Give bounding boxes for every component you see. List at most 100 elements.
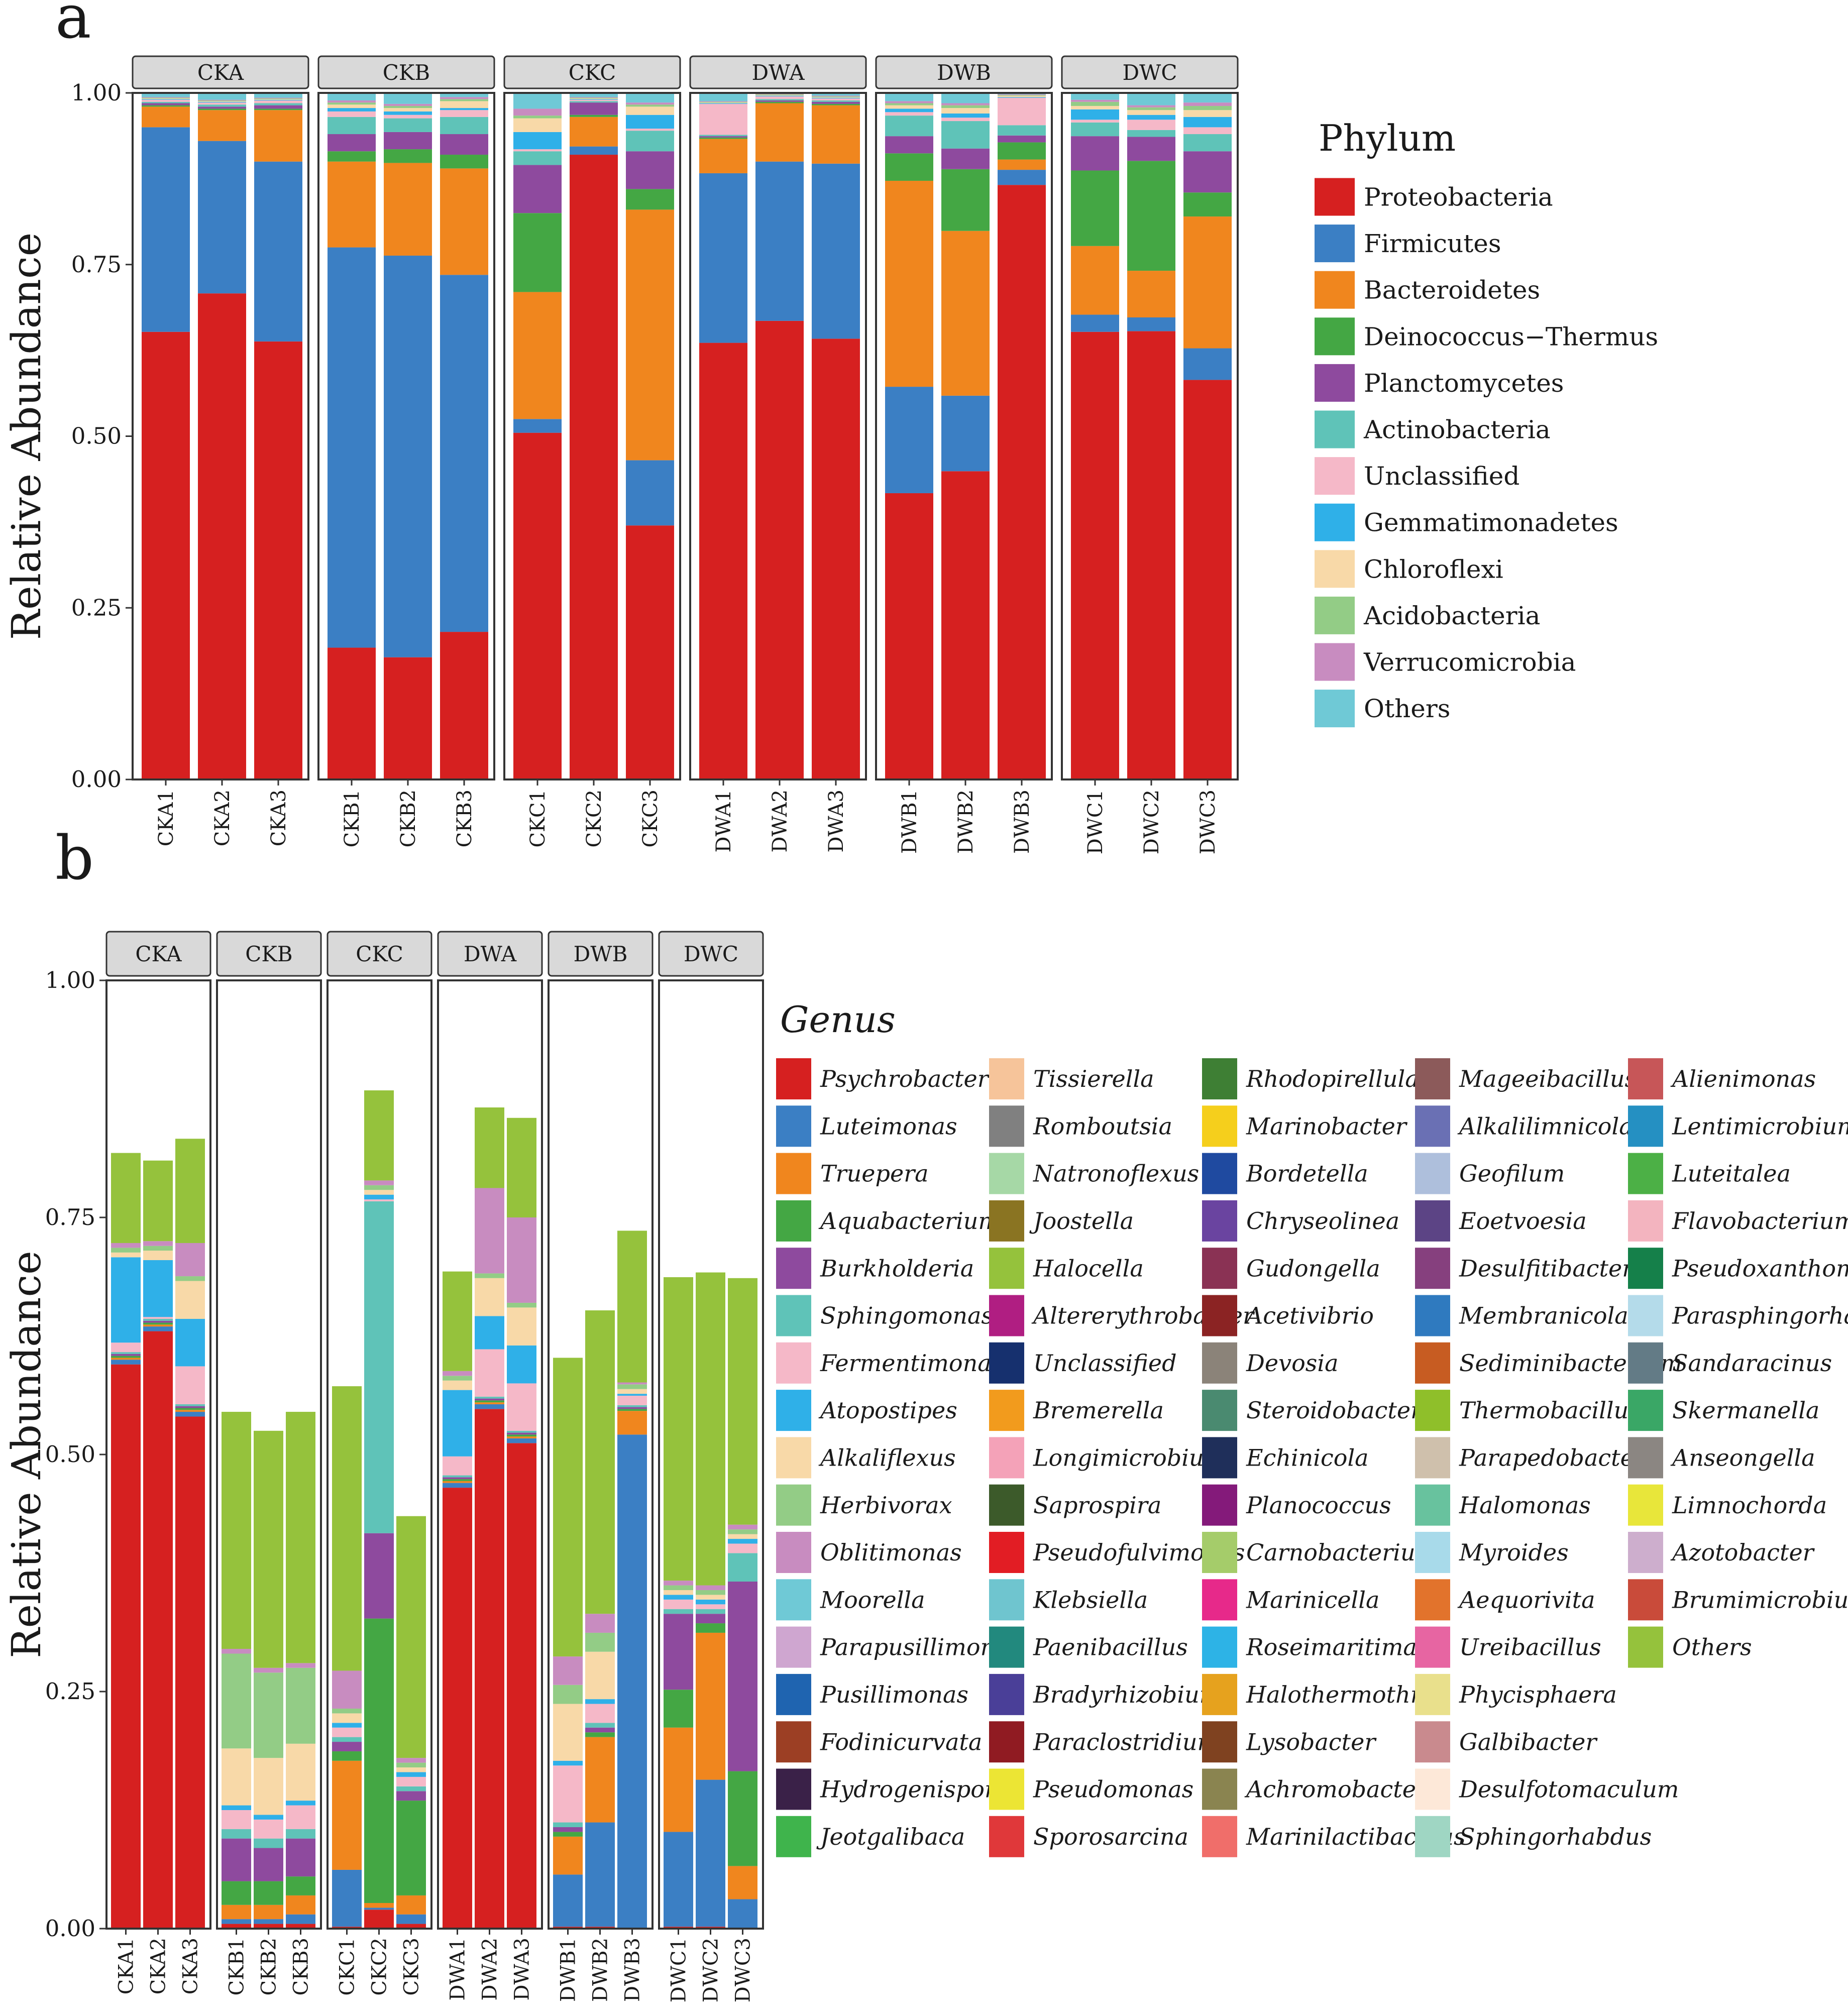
legend-item: Desulfitibacter	[1415, 1248, 1635, 1289]
bar-segment-ckc1-sphingomonas	[332, 1737, 362, 1742]
bar-segment-cka2-atopostipes	[143, 1260, 173, 1317]
legend-item: Moorella	[776, 1579, 925, 1621]
legend-label: Others	[1364, 694, 1450, 723]
bar-segment-dwb1-luteimonas	[553, 1874, 583, 1927]
bar-segment-ckb3-atopostipes	[286, 1801, 315, 1806]
legend-swatch	[1628, 1390, 1663, 1431]
legend-swatch	[1202, 1532, 1237, 1573]
legend-label: Joostella	[1029, 1207, 1134, 1235]
bar-segment-dwc2-fermentimonas	[696, 1604, 725, 1609]
bar-segment-ckc2-firmicutes	[570, 146, 618, 155]
bar-segment-dwa2-burkholderia	[475, 1398, 504, 1401]
bar-segment-dwb3-alkaliflexus	[617, 1389, 647, 1394]
bar-segment-ckc2-fermentimonas	[364, 1199, 394, 1201]
legend: Phylum Proteobacteria Firmicutes Bacteroide…	[1315, 117, 1658, 728]
legend-label: Psychrobacter	[820, 1065, 990, 1092]
legend-swatch	[1315, 596, 1355, 634]
bar-segment-ckb1-luteimonas	[222, 1919, 251, 1924]
legend-item: Luteitalea	[1628, 1153, 1791, 1194]
bar-segment-dwc2-gemmatimonadetes	[1127, 115, 1175, 120]
x-tick-label: DWB3	[621, 1938, 644, 2002]
bar-segment-dwa1-others	[443, 1271, 472, 1371]
bar-segment-dwb1-fermentimonas	[553, 1765, 583, 1823]
legend-item: Actinobacteria	[1315, 410, 1551, 449]
bar-segment-dwb3-aquabacterium	[617, 1409, 647, 1411]
legend-label: Sphingomonas	[820, 1302, 993, 1329]
bar-segment-ckc2-sphingomonas	[364, 1201, 394, 1533]
legend-label: Aequorivita	[1457, 1586, 1595, 1613]
facet-ckc: CKC CKC1 CKC2 CKC3	[503, 55, 681, 847]
bar-segment-dwc3-fermentimonas	[728, 1543, 757, 1553]
legend-swatch	[1315, 178, 1355, 216]
bar-segment-dwb1-herbivorax	[553, 1685, 583, 1704]
legend-item: Sphingomonas	[776, 1295, 993, 1336]
legend-item: Skermanella	[1628, 1390, 1819, 1431]
bar-segment-dwb1-planctomycetes	[885, 136, 933, 154]
bar-segment-dwc3-deinococcus-thermus	[1183, 192, 1232, 217]
facet-strip-label: CKC	[569, 60, 616, 85]
legend-swatch	[1628, 1200, 1663, 1242]
legend-item: Verrucomicrobia	[1315, 643, 1576, 681]
legend-item: Atopostipes	[776, 1390, 957, 1431]
bar-segment-dwb1-gemmatimonadetes	[885, 108, 933, 113]
bar-segment-dwc2-actinobacteria	[1127, 130, 1175, 137]
bar-segment-cka3-psychrobacter	[175, 1416, 205, 1929]
legend-item: Pseudoxanthomonas	[1628, 1248, 1848, 1289]
legend-swatch	[989, 1626, 1024, 1668]
bar-segment-ckc3-sphingomonas	[396, 1786, 426, 1792]
bar-segment-cka3-bacteroidetes	[254, 110, 302, 162]
bar-segment-ckb3-firmicutes	[440, 275, 488, 632]
bar-segment-ckb1-herbivorax	[222, 1653, 251, 1749]
y-tick-label: 0.25	[71, 594, 122, 621]
legend-item: Steroidobacter	[1202, 1390, 1423, 1431]
legend-label: Others	[1672, 1634, 1752, 1661]
bar-segment-cka2-truepera	[143, 1324, 173, 1327]
legend-label: Roseimaritima	[1246, 1634, 1417, 1661]
legend-swatch	[1415, 1437, 1450, 1479]
legend-item: Roseimaritima	[1202, 1626, 1417, 1668]
x-tick-label: CKC3	[639, 790, 662, 847]
bar-segment-ckc3-unclassified	[626, 129, 674, 131]
legend-swatch	[1202, 1673, 1237, 1715]
legend-label: Echinicola	[1246, 1444, 1369, 1472]
legend-swatch	[1315, 643, 1355, 681]
bar-segment-dwc3-atopostipes	[728, 1539, 757, 1544]
legend-label: Luteimonas	[820, 1112, 957, 1140]
bar-segment-dwc3-verrucomicrobia	[1183, 102, 1232, 106]
legend-swatch	[989, 1390, 1024, 1431]
bar-segment-dwb2-gemmatimonadetes	[941, 114, 990, 118]
legend-swatch	[1628, 1058, 1663, 1099]
facet-frame	[1061, 92, 1239, 780]
legend-item: Lysobacter	[1202, 1721, 1377, 1763]
bar-segment-ckb1-firmicutes	[328, 247, 376, 648]
legend-label: Pseudoxanthomonas	[1672, 1255, 1848, 1282]
bar-segment-dwb1-proteobacteria	[885, 493, 933, 779]
bar-segment-ckc1-acidobacteria	[513, 116, 562, 119]
bar-segment-dwb1-actinobacteria	[885, 116, 933, 137]
legend-item: Acetivibrio	[1202, 1295, 1374, 1336]
legend-swatch	[1202, 1200, 1237, 1242]
bar-segment-ckb3-truepera	[286, 1895, 315, 1915]
bar-segment-dwa3-fermentimonas	[507, 1383, 536, 1431]
bar-segment-dwa3-actinobacteria	[812, 100, 860, 102]
bar-segment-dwc1-alkaliflexus	[664, 1590, 693, 1595]
x-tick-label: DWA3	[511, 1938, 534, 2001]
y-axis-label: Relative Abundance	[3, 1251, 50, 1658]
bar-segment-dwa1-bacteroidetes	[699, 139, 747, 173]
bar-segment-ckc2-psychrobacter	[364, 1910, 394, 1929]
legend-item: Marinobacter	[1202, 1105, 1408, 1147]
bar-segment-ckb3-sphingomonas	[286, 1829, 315, 1839]
legend-swatch	[1415, 1390, 1450, 1431]
legend-title: Phylum	[1319, 117, 1456, 159]
bar-segment-dwa3-bacteroidetes	[812, 105, 860, 164]
legend-swatch	[1315, 364, 1355, 402]
facet-strip	[437, 931, 543, 977]
bar-segment-ckb2-chloroflexi	[384, 108, 432, 111]
x-tick-label: DWA1	[712, 790, 735, 853]
bar-segment-cka3-atopostipes	[175, 1319, 205, 1367]
legend-item: Alkaliflexus	[776, 1437, 956, 1479]
legend-swatch	[1415, 1058, 1450, 1099]
bar-segment-ckc2-others	[364, 1090, 394, 1181]
bar-segment-dwc2-deinococcus-thermus	[1127, 161, 1175, 271]
facet-strip	[132, 55, 309, 89]
